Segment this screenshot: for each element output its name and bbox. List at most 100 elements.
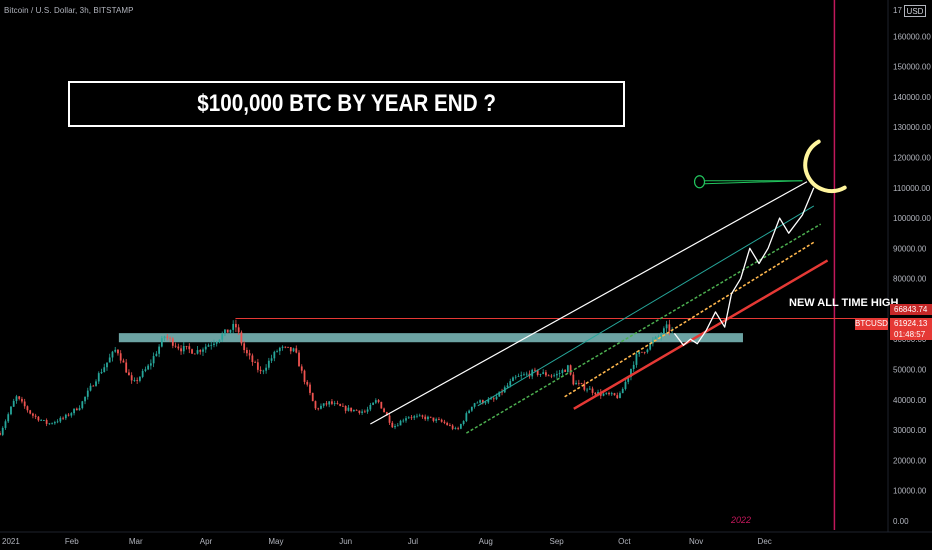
candle-body (416, 415, 418, 417)
candle-body (166, 336, 169, 339)
candle-body (470, 406, 473, 411)
y-tick-label: 90000.00 (893, 244, 927, 253)
candle-body (514, 376, 517, 378)
candle-body (169, 338, 171, 339)
candle-body (490, 398, 492, 400)
candle-body (391, 422, 394, 428)
candle-body (443, 421, 446, 423)
candle-body (259, 369, 262, 372)
candle-body (566, 365, 569, 372)
candle-body (506, 385, 509, 388)
candle-body (383, 408, 385, 413)
candle-body (95, 381, 97, 386)
candle-body (191, 349, 193, 354)
candle-body (418, 415, 421, 417)
candle-body (281, 346, 284, 348)
candle-body (358, 410, 361, 413)
candle-body (380, 401, 383, 409)
y-tick-label: 30000.00 (893, 426, 927, 435)
candle-body (185, 346, 188, 347)
candle-body (339, 404, 342, 406)
candle-body (427, 416, 429, 420)
candle-body (498, 391, 501, 397)
candle-body (583, 383, 586, 390)
candle-body (520, 375, 523, 377)
projection-path (673, 187, 815, 346)
candle-body (446, 422, 449, 426)
candle-body (440, 419, 443, 422)
candle-body (476, 402, 479, 404)
candle-body (251, 355, 254, 363)
candle-body (100, 372, 103, 374)
candle-body (572, 374, 575, 385)
candle-body (621, 388, 624, 394)
candle-body (289, 347, 292, 352)
candle-body (202, 349, 204, 352)
symbol-title: Bitcoin / U.S. Dollar, 3h, BITSTAMP (4, 6, 134, 15)
candle-body (333, 403, 336, 404)
x-tick-label: Nov (689, 537, 703, 546)
candle-body (1, 427, 4, 435)
currency-selector[interactable]: USD (904, 5, 926, 17)
candle-body (10, 406, 12, 415)
ath-price-tag: 66843.74 (890, 304, 932, 315)
candle-body (558, 373, 561, 374)
candle-body (564, 370, 567, 372)
candle-body (523, 374, 525, 376)
candle-body (133, 380, 136, 381)
candle-body (21, 398, 23, 402)
x-tick-label: Aug (479, 537, 493, 546)
candle-body (553, 375, 556, 377)
candle-body (429, 416, 432, 418)
candle-body (237, 327, 240, 333)
candle-body (193, 353, 196, 355)
candle-body (394, 425, 396, 428)
y-tick-label: 160000.00 (893, 32, 931, 41)
candle-body (141, 370, 144, 377)
candle-body (171, 338, 174, 346)
candle-body (232, 323, 235, 330)
candle-body (449, 425, 451, 426)
candle-body (517, 376, 520, 377)
candle-body (366, 409, 369, 412)
candle-body (536, 370, 539, 375)
candle-body (588, 388, 591, 390)
candle-body (616, 395, 619, 398)
candle-body (287, 346, 289, 348)
candle-body (7, 414, 10, 422)
candle-body (139, 376, 141, 381)
candle-body (613, 393, 616, 396)
candle-body (111, 351, 114, 358)
candle-body (322, 403, 325, 406)
y-tick-label: 110000.00 (893, 184, 931, 193)
candle-body (152, 356, 155, 364)
candle-body (641, 351, 643, 353)
x-tick-label: 2021 (2, 537, 20, 546)
candle-body (512, 377, 514, 382)
candle-body (174, 345, 177, 347)
candle-body (660, 334, 663, 337)
y-tick-label: 80000.00 (893, 275, 927, 284)
candle-body (45, 420, 48, 424)
candle-body (78, 408, 81, 411)
y-tick-label: 0.00 (893, 517, 909, 526)
candle-body (218, 339, 221, 342)
candle-body (144, 369, 147, 371)
candle-body (51, 423, 54, 425)
candle-body (435, 419, 438, 421)
candle-body (619, 393, 621, 398)
candle-body (67, 414, 70, 416)
y-tick-label: 100000.00 (893, 214, 931, 223)
candle-body (407, 417, 410, 419)
candle-body (377, 400, 380, 402)
candle-body (4, 421, 7, 428)
candle-body (325, 403, 328, 405)
candle-body (37, 416, 40, 421)
candle-body (311, 392, 314, 402)
candle-body (331, 401, 333, 404)
candle-body (457, 427, 460, 429)
candle-body (125, 362, 128, 373)
candle-body (473, 403, 476, 407)
